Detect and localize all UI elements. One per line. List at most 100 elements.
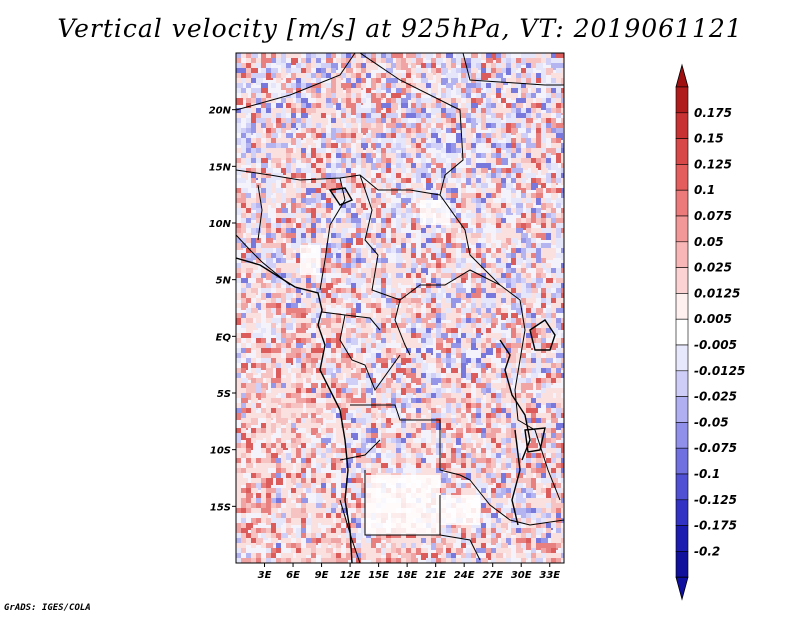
field-cell: [401, 438, 406, 443]
field-cell: [336, 288, 341, 293]
field-cell: [501, 333, 506, 338]
field-cell: [361, 448, 366, 453]
field-cell: [451, 328, 458, 335]
field-cell: [276, 78, 281, 83]
field-cell: [331, 398, 336, 403]
field-cell: [286, 103, 293, 110]
field-cell: [251, 438, 256, 443]
field-cell: [346, 248, 351, 253]
field-cell: [236, 83, 243, 90]
field-cell: [271, 403, 278, 410]
field-cell: [401, 333, 406, 338]
field-cell: [391, 123, 398, 130]
field-cell: [356, 443, 361, 448]
field-cell: [556, 488, 561, 493]
field-cell: [406, 308, 413, 315]
field-cell: [446, 308, 453, 315]
field-cell: [521, 263, 528, 270]
field-cell: [306, 103, 311, 108]
field-cell: [321, 483, 326, 488]
field-cell: [276, 113, 281, 118]
field-cell: [281, 313, 286, 318]
field-cell: [561, 118, 564, 125]
field-cell: [336, 418, 341, 423]
field-cell: [276, 138, 281, 143]
field-cell: [426, 463, 431, 468]
field-cell: [401, 58, 406, 63]
field-cell: [481, 328, 486, 333]
field-cell: [521, 238, 526, 243]
field-cell: [386, 298, 393, 305]
field-cell: [491, 98, 498, 105]
field-cell: [471, 413, 476, 418]
field-cell: [556, 513, 563, 520]
field-cell: [401, 233, 406, 238]
field-cell: [371, 438, 376, 443]
field-cell: [276, 128, 281, 133]
field-cell: [321, 463, 326, 468]
field-cell: [266, 428, 273, 435]
field-cell: [471, 468, 476, 473]
field-cell: [281, 63, 288, 70]
field-cell: [561, 473, 564, 480]
field-cell: [346, 58, 351, 63]
field-cell: [376, 308, 383, 315]
field-cell: [311, 523, 318, 530]
field-cell: [561, 488, 564, 493]
field-cell: [431, 373, 436, 378]
field-cell: [496, 258, 501, 263]
field-cell: [346, 203, 351, 208]
field-cell: [246, 218, 251, 223]
field-cell: [431, 388, 436, 393]
field-cell: [296, 123, 301, 128]
field-cell: [296, 193, 301, 198]
field-cell: [536, 428, 541, 433]
field-cell: [301, 478, 306, 483]
field-cell: [371, 398, 376, 403]
field-cell: [276, 528, 281, 533]
field-cell: [486, 98, 491, 103]
field-cell: [286, 148, 293, 155]
field-cell: [321, 188, 326, 193]
field-cell: [561, 293, 564, 298]
field-cell: [461, 348, 466, 353]
field-cell: [361, 98, 366, 103]
field-cell: [291, 178, 296, 183]
field-cell: [266, 233, 271, 238]
field-cell: [336, 338, 341, 343]
field-cell: [261, 168, 266, 173]
field-cell: [481, 278, 486, 283]
field-cell: [281, 358, 286, 363]
field-cell: [291, 288, 296, 293]
field-cell: [281, 208, 288, 215]
field-cell: [481, 488, 486, 493]
field-cell: [531, 248, 536, 253]
field-cell: [346, 238, 353, 245]
field-cell: [506, 143, 511, 148]
field-cell: [376, 198, 383, 205]
field-cell: [291, 303, 298, 310]
field-cell: [551, 308, 556, 313]
field-cell: [536, 258, 541, 263]
field-cell: [466, 253, 471, 258]
field-cell: [556, 393, 561, 398]
field-cell: [481, 113, 486, 118]
field-cell: [496, 308, 503, 315]
field-cell: [291, 83, 298, 90]
field-cell: [356, 83, 363, 90]
field-cell: [441, 433, 448, 440]
field-cell: [506, 53, 511, 58]
field-cell: [381, 83, 388, 90]
field-cell: [406, 188, 413, 195]
field-cell: [446, 118, 451, 123]
field-cell: [331, 228, 336, 233]
field-cell: [341, 58, 346, 63]
field-cell: [561, 403, 564, 408]
field-cell: [256, 93, 263, 100]
field-cell: [446, 448, 451, 453]
field-cell: [351, 513, 356, 518]
field-cell: [481, 203, 488, 210]
field-cell: [296, 93, 301, 98]
field-cell: [356, 368, 361, 373]
field-cell: [451, 158, 458, 165]
